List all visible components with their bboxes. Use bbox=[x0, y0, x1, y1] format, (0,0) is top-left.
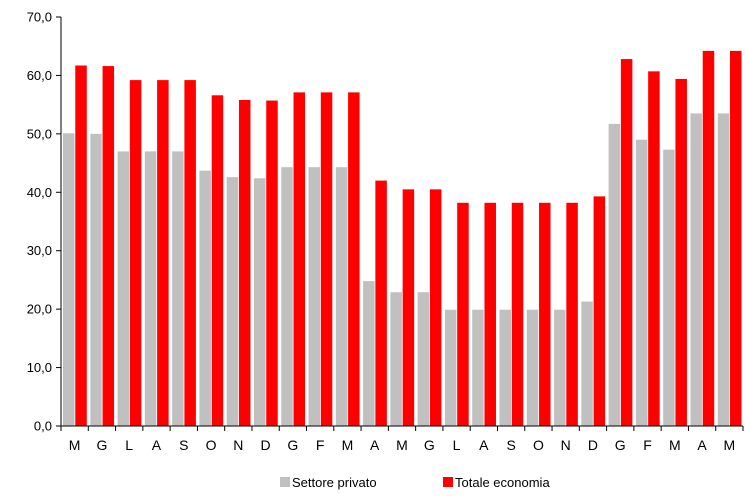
bar-settore-privato-13 bbox=[417, 292, 430, 426]
bar-settore-privato-24 bbox=[717, 113, 730, 426]
bar-totale-economia-1 bbox=[102, 66, 115, 426]
bar-totale-economia-23 bbox=[702, 50, 715, 426]
bar-totale-economia-19 bbox=[593, 196, 606, 426]
x-tick-label: O bbox=[206, 437, 217, 453]
bar-totale-economia-13 bbox=[429, 189, 442, 426]
bar-settore-privato-14 bbox=[444, 309, 457, 426]
x-tick-label: D bbox=[261, 437, 271, 453]
x-tick-label: F bbox=[643, 437, 652, 453]
bar-totale-economia-7 bbox=[266, 100, 278, 427]
bar-totale-economia-4 bbox=[184, 80, 196, 426]
bar-settore-privato-23 bbox=[690, 113, 702, 426]
legend-swatch-settore-privato bbox=[280, 477, 290, 487]
bar-settore-privato-0 bbox=[63, 133, 75, 426]
y-tick-label: 60,0 bbox=[27, 68, 52, 83]
y-tick-label: 50,0 bbox=[27, 126, 52, 141]
bar-totale-economia-17 bbox=[539, 202, 551, 426]
x-tick-label: A bbox=[152, 437, 162, 453]
bar-settore-privato-4 bbox=[172, 151, 184, 426]
bar-settore-privato-17 bbox=[526, 309, 539, 426]
bar-totale-economia-3 bbox=[157, 80, 169, 426]
x-tick-label: D bbox=[588, 437, 598, 453]
legend-swatch-totale-economia bbox=[443, 477, 453, 487]
x-tick-label: A bbox=[697, 437, 707, 453]
y-tick-label: 70,0 bbox=[27, 10, 52, 25]
x-tick-label: M bbox=[669, 437, 681, 453]
bars-group bbox=[63, 50, 742, 427]
bar-totale-economia-5 bbox=[211, 95, 224, 426]
bar-settore-privato-9 bbox=[308, 167, 321, 426]
y-tick-label: 20,0 bbox=[27, 302, 52, 317]
x-tick-label: N bbox=[561, 437, 571, 453]
legend-label-settore-privato: Settore privato bbox=[292, 475, 377, 490]
bar-settore-privato-22 bbox=[663, 149, 675, 426]
bar-settore-privato-1 bbox=[90, 133, 102, 427]
x-tick-label: L bbox=[125, 437, 133, 453]
bar-totale-economia-11 bbox=[375, 180, 387, 426]
bar-totale-economia-18 bbox=[566, 202, 578, 426]
bar-totale-economia-0 bbox=[75, 65, 87, 426]
bar-totale-economia-2 bbox=[129, 80, 142, 426]
bar-totale-economia-8 bbox=[293, 92, 306, 427]
x-tick-label: M bbox=[69, 437, 81, 453]
axes-group bbox=[56, 16, 744, 431]
bar-totale-economia-12 bbox=[402, 189, 415, 426]
x-tick-label: N bbox=[233, 437, 243, 453]
bar-totale-economia-15 bbox=[484, 202, 496, 426]
bar-settore-privato-18 bbox=[554, 309, 566, 426]
x-tick-label: S bbox=[506, 437, 515, 453]
x-tick-label: S bbox=[179, 437, 188, 453]
bar-settore-privato-2 bbox=[117, 151, 130, 426]
x-tick-label: G bbox=[287, 437, 298, 453]
x-tick-label: M bbox=[342, 437, 354, 453]
bar-totale-economia-9 bbox=[320, 92, 333, 427]
bar-totale-economia-24 bbox=[730, 50, 742, 426]
bar-settore-privato-12 bbox=[390, 292, 402, 426]
x-tick-label: M bbox=[724, 437, 736, 453]
y-tick-label: 0,0 bbox=[34, 419, 52, 434]
x-tick-label: O bbox=[533, 437, 544, 453]
bar-totale-economia-16 bbox=[511, 202, 524, 426]
bar-settore-privato-21 bbox=[635, 139, 648, 426]
x-tick-label: M bbox=[396, 437, 408, 453]
bar-totale-economia-6 bbox=[238, 99, 251, 426]
x-tick-label: L bbox=[453, 437, 461, 453]
legend: Settore privato Totale economia bbox=[280, 475, 550, 490]
bar-settore-privato-20 bbox=[608, 123, 621, 427]
y-tick-label: 30,0 bbox=[27, 243, 52, 258]
bar-totale-economia-20 bbox=[620, 59, 633, 426]
bar-totale-economia-14 bbox=[457, 202, 469, 426]
y-tick-label: 40,0 bbox=[27, 185, 52, 200]
bar-settore-privato-15 bbox=[472, 309, 484, 426]
bar-totale-economia-21 bbox=[648, 71, 660, 426]
bar-settore-privato-10 bbox=[335, 167, 348, 426]
bar-settore-privato-5 bbox=[199, 170, 211, 426]
x-tick-label: G bbox=[615, 437, 626, 453]
bar-settore-privato-3 bbox=[144, 151, 157, 426]
bar-settore-privato-19 bbox=[581, 301, 593, 426]
bar-settore-privato-8 bbox=[281, 167, 293, 426]
x-tick-label: A bbox=[370, 437, 380, 453]
bar-settore-privato-6 bbox=[226, 177, 239, 426]
bar-totale-economia-22 bbox=[675, 78, 687, 427]
bar-totale-economia-10 bbox=[348, 92, 360, 427]
y-tick-label: 10,0 bbox=[27, 360, 52, 375]
legend-label-totale-economia: Totale economia bbox=[455, 475, 550, 490]
x-tick-label: G bbox=[424, 437, 435, 453]
bar-settore-privato-7 bbox=[253, 178, 266, 426]
x-tick-label: G bbox=[96, 437, 107, 453]
bar-settore-privato-11 bbox=[363, 281, 375, 426]
y-tick-labels: 0,0 10,0 20,0 30,0 40,0 50,0 60,0 70,0 bbox=[27, 10, 52, 434]
x-tick-label: A bbox=[479, 437, 489, 453]
bar-settore-privato-16 bbox=[499, 309, 511, 426]
x-tick-label: F bbox=[316, 437, 325, 453]
